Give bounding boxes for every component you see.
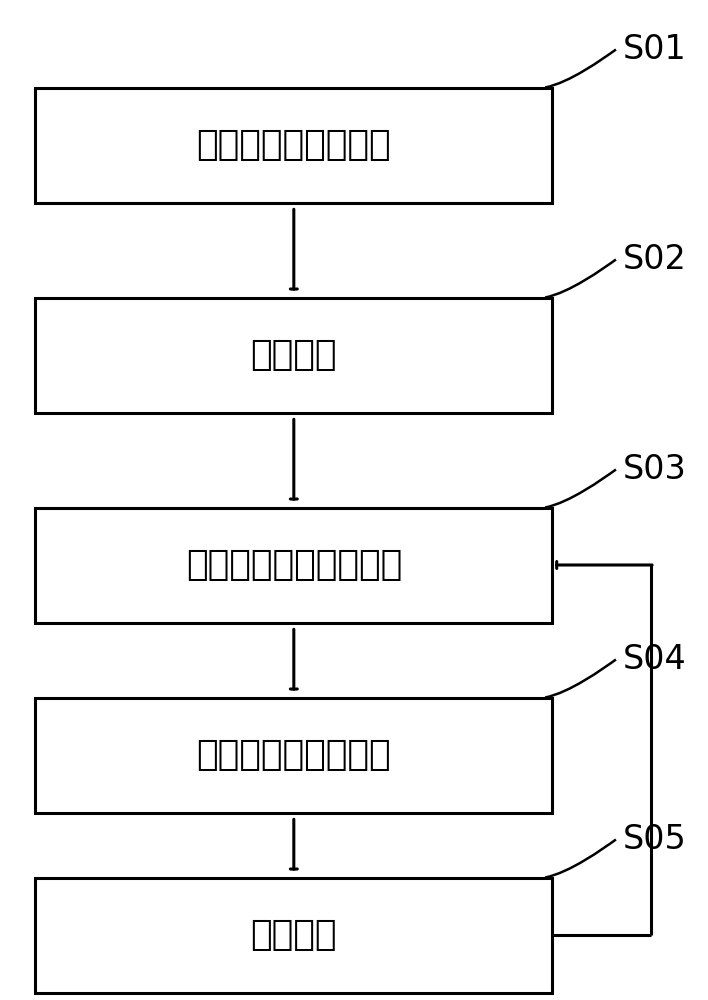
Text: 实体链接: 实体链接 (251, 338, 337, 372)
Bar (35, 878, 552, 992)
Bar (35, 698, 552, 812)
Text: 知识加工，解决冲突: 知识加工，解决冲突 (197, 738, 391, 772)
Text: S02: S02 (623, 243, 687, 276)
Text: 原始采集数据预处理: 原始采集数据预处理 (197, 128, 391, 162)
Text: S04: S04 (623, 643, 687, 676)
Bar (35, 298, 552, 412)
Bar (35, 88, 552, 202)
Text: S05: S05 (623, 823, 687, 856)
Text: S01: S01 (623, 33, 687, 66)
Text: S03: S03 (623, 453, 687, 486)
Text: 知识推理，生成时序图: 知识推理，生成时序图 (185, 548, 402, 582)
Bar (35, 508, 552, 622)
Text: 知识图谱: 知识图谱 (251, 918, 337, 952)
